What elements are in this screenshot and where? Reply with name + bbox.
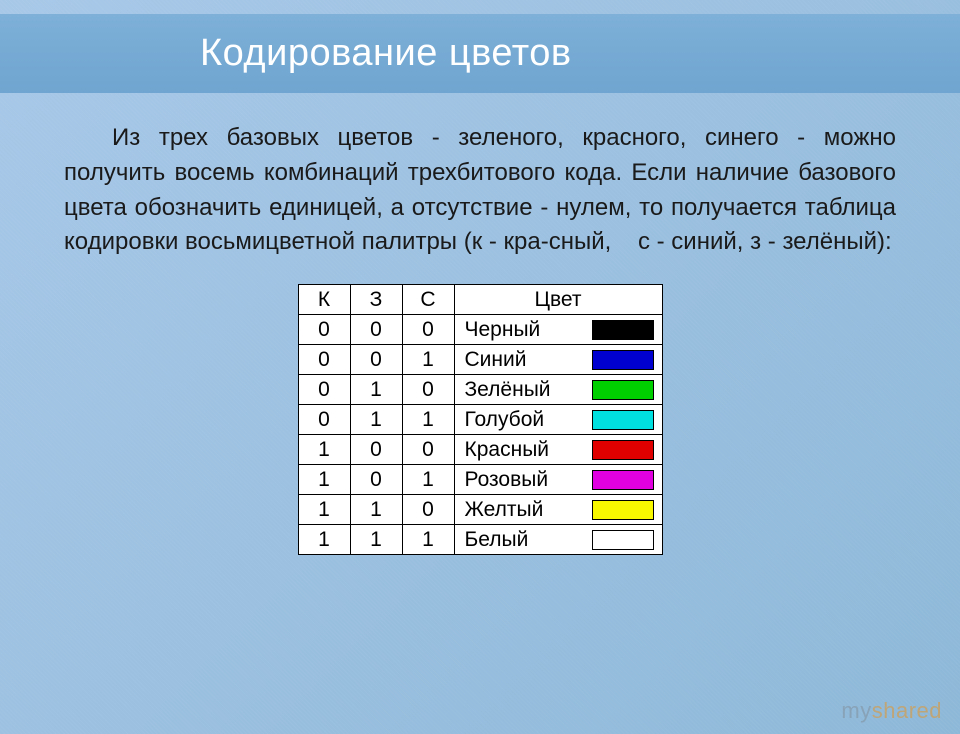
- color-name: Черный: [454, 315, 584, 345]
- color-swatch-cell: [584, 405, 662, 435]
- bit-s: 1: [402, 345, 454, 375]
- color-swatch-cell: [584, 315, 662, 345]
- bit-k: 1: [298, 465, 350, 495]
- bit-s: 0: [402, 315, 454, 345]
- watermark-part2: shared: [872, 698, 942, 723]
- table-row: 100Красный: [298, 435, 662, 465]
- table-row: 101Розовый: [298, 465, 662, 495]
- color-swatch: [592, 350, 654, 370]
- color-name: Желтый: [454, 495, 584, 525]
- table-row: 000Черный: [298, 315, 662, 345]
- bit-s: 1: [402, 525, 454, 555]
- bit-z: 0: [350, 465, 402, 495]
- bit-z: 1: [350, 375, 402, 405]
- table-row: 010Зелёный: [298, 375, 662, 405]
- color-swatch: [592, 500, 654, 520]
- watermark-part1: my: [841, 698, 871, 723]
- bit-k: 1: [298, 525, 350, 555]
- color-name: Голубой: [454, 405, 584, 435]
- bit-k: 1: [298, 435, 350, 465]
- color-name: Зелёный: [454, 375, 584, 405]
- bit-s: 1: [402, 465, 454, 495]
- body-paragraph: Из трех базовых цветов - зеленого, красн…: [0, 93, 960, 280]
- bit-s: 0: [402, 495, 454, 525]
- color-name: Синий: [454, 345, 584, 375]
- bit-z: 0: [350, 345, 402, 375]
- color-swatch: [592, 410, 654, 430]
- color-table-container: К З С Цвет 000Черный001Синий010Зелёный01…: [0, 284, 960, 555]
- color-encoding-table: К З С Цвет 000Черный001Синий010Зелёный01…: [298, 284, 663, 555]
- bit-z: 1: [350, 405, 402, 435]
- color-swatch-cell: [584, 345, 662, 375]
- color-name: Красный: [454, 435, 584, 465]
- bit-k: 1: [298, 495, 350, 525]
- table-header-row: К З С Цвет: [298, 285, 662, 315]
- color-swatch: [592, 320, 654, 340]
- color-swatch-cell: [584, 375, 662, 405]
- table-row: 001Синий: [298, 345, 662, 375]
- bit-z: 0: [350, 315, 402, 345]
- color-swatch-cell: [584, 495, 662, 525]
- color-swatch: [592, 380, 654, 400]
- table-row: 110Желтый: [298, 495, 662, 525]
- table-row: 111Белый: [298, 525, 662, 555]
- bit-k: 0: [298, 405, 350, 435]
- color-swatch-cell: [584, 525, 662, 555]
- title-band: Кодирование цветов: [0, 14, 960, 93]
- header-s: С: [402, 285, 454, 315]
- bit-z: 1: [350, 495, 402, 525]
- color-name: Розовый: [454, 465, 584, 495]
- header-z: З: [350, 285, 402, 315]
- color-swatch: [592, 440, 654, 460]
- table-row: 011Голубой: [298, 405, 662, 435]
- paragraph-text: Из трех базовых цветов - зеленого, красн…: [64, 121, 896, 260]
- bit-s: 0: [402, 375, 454, 405]
- watermark: myshared: [841, 698, 942, 724]
- header-color: Цвет: [454, 285, 662, 315]
- bit-s: 0: [402, 435, 454, 465]
- slide-title: Кодирование цветов: [200, 32, 960, 75]
- header-k: К: [298, 285, 350, 315]
- color-swatch-cell: [584, 465, 662, 495]
- bit-z: 0: [350, 435, 402, 465]
- color-swatch-cell: [584, 435, 662, 465]
- color-swatch: [592, 530, 654, 550]
- bit-k: 0: [298, 375, 350, 405]
- color-name: Белый: [454, 525, 584, 555]
- bit-s: 1: [402, 405, 454, 435]
- color-swatch: [592, 470, 654, 490]
- bit-k: 0: [298, 315, 350, 345]
- bit-k: 0: [298, 345, 350, 375]
- bit-z: 1: [350, 525, 402, 555]
